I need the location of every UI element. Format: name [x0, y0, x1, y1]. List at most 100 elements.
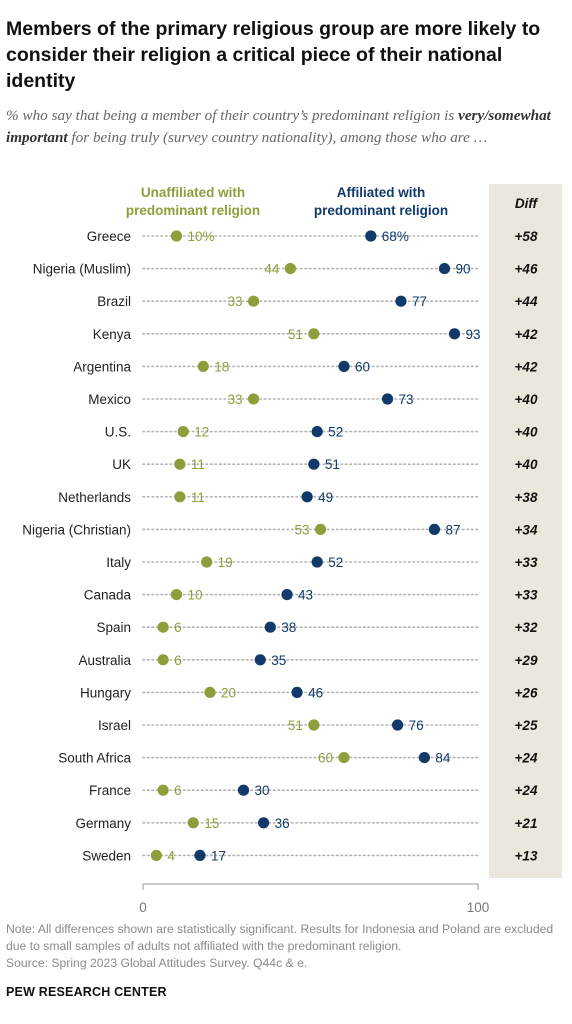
- diff-value: +46: [515, 262, 538, 277]
- unaffiliated-value-label: 12: [194, 425, 209, 440]
- unaffiliated-value-label: 11: [191, 457, 205, 472]
- diff-value: +26: [515, 685, 538, 700]
- country-label: Italy: [106, 555, 131, 570]
- diff-value: +32: [515, 620, 538, 635]
- unaffiliated-value-label: 51: [288, 718, 303, 733]
- unaffiliated-value-label: 10: [188, 588, 203, 603]
- diff-value: +42: [515, 359, 538, 374]
- diff-value: +40: [515, 457, 538, 472]
- legend-label-unaffiliated-line2: predominant religion: [126, 203, 260, 218]
- affiliated-value-label: 30: [255, 783, 270, 798]
- affiliated-value-label: 60: [355, 359, 370, 374]
- diff-value: +33: [515, 555, 538, 570]
- unaffiliated-dot: [174, 491, 186, 503]
- diff-value: +38: [515, 490, 538, 505]
- country-label: Canada: [84, 588, 132, 603]
- country-label: Australia: [78, 653, 131, 668]
- diff-value: +24: [515, 783, 538, 798]
- affiliated-value-label: 46: [308, 685, 323, 700]
- x-axis-tick-label: 0: [139, 900, 147, 915]
- affiliated-value-label: 87: [445, 522, 460, 537]
- unaffiliated-value-label: 33: [228, 392, 243, 407]
- affiliated-dot: [194, 849, 206, 862]
- unaffiliated-dot: [157, 621, 169, 633]
- affiliated-dot: [311, 426, 323, 438]
- affiliated-dot: [291, 686, 303, 699]
- affiliated-value-label: 51: [325, 457, 340, 472]
- unaffiliated-dot: [197, 360, 209, 372]
- unaffiliated-value-label: 44: [264, 262, 280, 277]
- diff-value: +13: [515, 848, 538, 863]
- affiliated-value-label: 49: [318, 490, 333, 505]
- pew-logo-text: PEW RESEARCH CENTER: [6, 985, 167, 999]
- unaffiliated-value-label: 6: [174, 653, 182, 668]
- country-label: UK: [112, 457, 131, 472]
- chart-note: Note: All differences shown are statisti…: [6, 922, 554, 953]
- country-label: Nigeria (Christian): [22, 522, 131, 537]
- affiliated-value-label: 38: [281, 620, 296, 635]
- unaffiliated-dot: [247, 295, 260, 307]
- unaffiliated-dot: [157, 654, 169, 666]
- diff-value: +24: [515, 751, 538, 766]
- diff-column-background: [489, 184, 562, 878]
- affiliated-dot: [381, 393, 394, 405]
- unaffiliated-value-label: 4: [167, 848, 175, 863]
- legend-label-unaffiliated-line1: Unaffiliated with: [141, 185, 245, 200]
- legend-label-affiliated-line1: Affiliated with: [337, 185, 426, 200]
- diff-header: Diff: [515, 196, 539, 211]
- unaffiliated-dot: [284, 263, 296, 275]
- diff-value: +21: [515, 816, 538, 831]
- country-label: Brazil: [97, 294, 131, 309]
- unaffiliated-dot: [170, 589, 183, 601]
- affiliated-value-label: 77: [412, 294, 427, 309]
- country-label: Germany: [75, 816, 131, 831]
- unaffiliated-dot: [157, 784, 169, 796]
- unaffiliated-value-label: 6: [174, 620, 182, 635]
- unaffiliated-dot: [308, 719, 320, 731]
- affiliated-value-label: 52: [328, 555, 343, 570]
- diff-value: +40: [515, 425, 538, 440]
- affiliated-value-label: 90: [456, 262, 471, 277]
- unaffiliated-dot: [338, 752, 350, 764]
- unaffiliated-dot: [177, 426, 189, 438]
- affiliated-value-label: 35: [271, 653, 286, 668]
- unaffiliated-dot: [314, 523, 327, 536]
- affiliated-value-label: 68%: [382, 229, 409, 244]
- unaffiliated-value-label: 60: [318, 751, 333, 766]
- affiliated-dot: [448, 328, 461, 340]
- country-label: Nigeria (Muslim): [33, 262, 131, 277]
- affiliated-dot: [311, 556, 323, 568]
- unaffiliated-value-label: 10%: [188, 229, 215, 244]
- affiliated-dot: [338, 360, 350, 372]
- unaffiliated-dot: [247, 393, 260, 405]
- chart-subtitle: % who say that being a member of their c…: [6, 105, 566, 149]
- chart-title: Members of the primary religious group a…: [6, 18, 541, 92]
- affiliated-dot: [254, 654, 266, 666]
- subtitle-emphasis: very/somewhat important: [6, 107, 551, 146]
- unaffiliated-value-label: 51: [288, 327, 303, 342]
- legend-label-affiliated-line2: predominant religion: [314, 203, 448, 218]
- diff-value: +40: [515, 392, 538, 407]
- affiliated-value-label: 17: [211, 848, 226, 863]
- country-label: Netherlands: [58, 490, 131, 505]
- diff-value: +25: [515, 718, 538, 733]
- affiliated-dot: [301, 491, 313, 503]
- unaffiliated-dot: [204, 686, 216, 699]
- diff-value: +58: [515, 229, 538, 244]
- affiliated-value-label: 76: [409, 718, 424, 733]
- country-label: Hungary: [80, 685, 131, 700]
- affiliated-dot: [258, 817, 270, 829]
- unaffiliated-value-label: 11: [191, 490, 205, 505]
- diff-value: +29: [515, 653, 538, 668]
- chart-footer: Note: All differences shown are statisti…: [6, 921, 566, 972]
- subtitle-text-end: for being truly (survey country national…: [67, 129, 488, 146]
- affiliated-value-label: 84: [435, 751, 451, 766]
- unaffiliated-value-label: 19: [218, 555, 233, 570]
- chart-source: Source: Spring 2023 Global Attitudes Sur…: [6, 956, 308, 970]
- unaffiliated-value-label: 6: [174, 783, 182, 798]
- affiliated-dot: [438, 263, 451, 275]
- unaffiliated-dot: [187, 817, 199, 829]
- country-label: Kenya: [93, 327, 132, 342]
- affiliated-dot: [428, 523, 441, 536]
- country-label: U.S.: [105, 425, 131, 440]
